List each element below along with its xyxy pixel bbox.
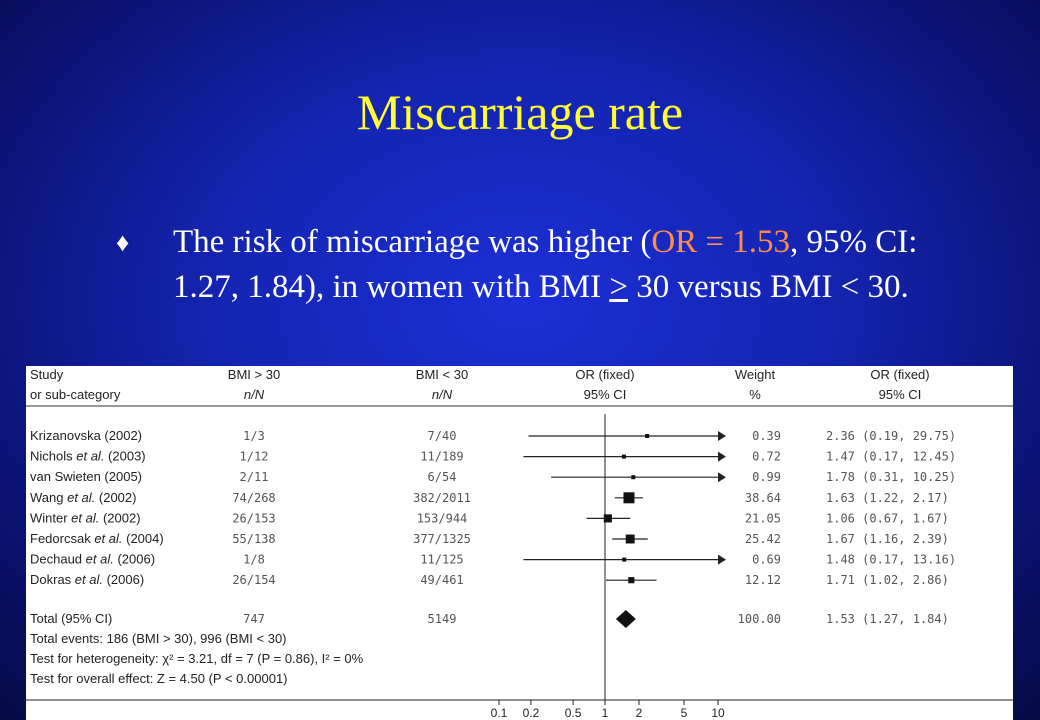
study-weight: 0.72 bbox=[752, 450, 781, 464]
bullet-part: 30 versus BMI < 30. bbox=[627, 269, 909, 305]
total-bmi-low: 5149 bbox=[428, 612, 457, 626]
bmi-high-count: 55/138 bbox=[232, 532, 275, 546]
study-weight: 25.42 bbox=[745, 532, 781, 546]
header-or-plot: OR (fixed) bbox=[575, 367, 634, 382]
header-bmi-high: BMI > 30 bbox=[228, 367, 280, 382]
bullet-part: The risk of miscarriage was higher ( bbox=[173, 224, 652, 260]
header-study: Study bbox=[30, 367, 64, 382]
study-or-ci: 1.63 (1.22, 2.17) bbox=[826, 491, 949, 505]
study-or-ci: 1.78 (0.31, 10.25) bbox=[826, 470, 956, 484]
bmi-high-count: 1/3 bbox=[243, 429, 265, 443]
x-tick-label: 0.5 bbox=[565, 706, 582, 720]
study-weight: 0.39 bbox=[752, 429, 781, 443]
bmi-high-count: 26/154 bbox=[232, 573, 275, 587]
bmi-low-count: 153/944 bbox=[417, 511, 468, 525]
study-name: Dokras et al. (2006) bbox=[30, 572, 144, 587]
footer-statistic: Test for heterogeneity: χ² = 3.21, df = … bbox=[30, 651, 364, 666]
study-name: Krizanovska (2002) bbox=[30, 428, 142, 443]
study-or-ci: 1.47 (0.17, 12.45) bbox=[826, 450, 956, 464]
x-tick-label: 1 bbox=[602, 706, 609, 720]
header-bmi-high-n: n/N bbox=[244, 387, 265, 402]
forest-plot: Study or sub-category BMI > 30 n/N BMI < 30 n… bbox=[26, 367, 1013, 720]
study-name: van Swieten (2005) bbox=[30, 469, 142, 484]
study-name: Wang et al. (2002) bbox=[30, 490, 136, 505]
bullet-part: , 95% CI: 1.27, 1.84), in women with BMI bbox=[173, 224, 918, 305]
bmi-low-count: 6/54 bbox=[428, 470, 457, 484]
study-weight: 21.05 bbox=[745, 511, 781, 525]
bmi-high-count: 1/12 bbox=[240, 450, 269, 464]
study-or-ci: 1.67 (1.16, 2.39) bbox=[826, 532, 949, 546]
header-weight: Weight bbox=[735, 367, 776, 382]
point-estimate-square bbox=[623, 492, 635, 504]
study-weight: 0.69 bbox=[752, 553, 781, 567]
bmi-low-count: 382/2011 bbox=[413, 491, 471, 505]
bmi-low-count: 11/125 bbox=[420, 553, 463, 567]
bmi-low-count: 377/1325 bbox=[413, 532, 471, 546]
pooled-estimate-diamond bbox=[615, 610, 636, 628]
point-estimate-square bbox=[621, 454, 626, 459]
header-ci-plot: 95% CI bbox=[584, 387, 627, 402]
bmi-high-count: 26/153 bbox=[232, 511, 275, 525]
bmi-low-count: 11/189 bbox=[420, 450, 463, 464]
study-or-ci: 2.36 (0.19, 29.75) bbox=[826, 429, 956, 443]
bullet-underlined-symbol: > bbox=[609, 269, 628, 305]
point-estimate-square bbox=[622, 557, 627, 562]
study-name: Winter et al. (2002) bbox=[30, 510, 141, 525]
header-bmi-low: BMI < 30 bbox=[416, 367, 468, 382]
bmi-high-count: 74/268 bbox=[232, 491, 275, 505]
forest-plot-figure: Study or sub-category BMI > 30 n/N BMI < 30 n… bbox=[26, 366, 1013, 720]
bmi-low-count: 7/40 bbox=[428, 429, 457, 443]
header-ci-value: 95% CI bbox=[879, 387, 922, 402]
x-tick-label: 2 bbox=[636, 706, 643, 720]
ci-arrow-right bbox=[718, 451, 726, 462]
point-estimate-square bbox=[625, 534, 635, 544]
ci-arrow-right bbox=[718, 431, 726, 441]
x-tick-label: 0.2 bbox=[523, 706, 540, 720]
total-label: Total (95% CI) bbox=[30, 611, 112, 626]
header-or-value: OR (fixed) bbox=[870, 367, 929, 382]
slide-title: Miscarriage rate bbox=[356, 84, 684, 140]
bmi-high-count: 2/11 bbox=[240, 470, 269, 484]
point-estimate-square bbox=[603, 514, 612, 523]
study-or-ci: 1.06 (0.67, 1.67) bbox=[826, 511, 949, 525]
study-name: Fedorcsak et al. (2004) bbox=[30, 531, 164, 546]
study-weight: 12.12 bbox=[745, 573, 781, 587]
total-bmi-high: 747 bbox=[243, 612, 265, 626]
footer-statistic: Test for overall effect: Z = 4.50 (P < 0… bbox=[30, 671, 288, 686]
header-weight-unit: % bbox=[749, 387, 761, 402]
bmi-high-count: 1/8 bbox=[243, 553, 265, 567]
study-weight: 38.64 bbox=[745, 491, 781, 505]
point-estimate-square bbox=[631, 475, 636, 480]
total-weight: 100.00 bbox=[738, 612, 781, 626]
total-or-ci: 1.53 (1.27, 1.84) bbox=[826, 612, 949, 626]
ci-arrow-right bbox=[718, 472, 726, 483]
point-estimate-square bbox=[628, 577, 635, 584]
diamond-bullet-icon: ♦ bbox=[116, 228, 130, 257]
study-or-ci: 1.48 (0.17, 13.16) bbox=[826, 553, 956, 567]
study-weight: 0.99 bbox=[752, 470, 781, 484]
footer-statistic: Total events: 186 (BMI > 30), 996 (BMI <… bbox=[30, 631, 287, 646]
bullet-highlight: OR = 1.53 bbox=[651, 224, 791, 260]
study-or-ci: 1.71 (1.02, 2.86) bbox=[826, 573, 949, 587]
bullet-text: The risk of miscarriage was higher (OR =… bbox=[173, 220, 973, 310]
study-name: Dechaud et al. (2006) bbox=[30, 552, 155, 567]
ci-arrow-right bbox=[718, 554, 726, 565]
x-tick-label: 0.1 bbox=[491, 706, 508, 720]
x-tick-label: 5 bbox=[681, 706, 688, 720]
bmi-low-count: 49/461 bbox=[420, 573, 463, 587]
x-tick-label: 10 bbox=[711, 706, 725, 720]
header-subcategory: or sub-category bbox=[30, 387, 121, 402]
header-bmi-low-n: n/N bbox=[432, 387, 453, 402]
point-estimate-square bbox=[645, 434, 650, 438]
study-name: Nichols et al. (2003) bbox=[30, 449, 146, 464]
